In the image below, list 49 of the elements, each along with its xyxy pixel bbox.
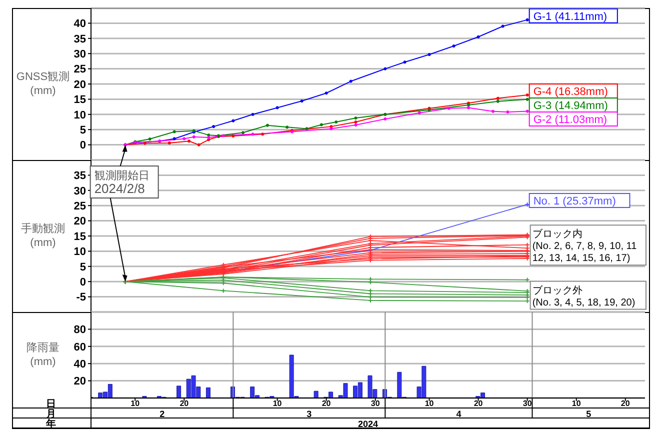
- text: 4: [456, 409, 462, 419]
- text: 5: [586, 409, 592, 419]
- x-tick-label: 10: [572, 399, 582, 408]
- y-tick-label: 30: [74, 185, 86, 198]
- y-tick-label: 30: [74, 48, 86, 61]
- y-tick-label: 35: [74, 33, 86, 46]
- y-tick-label: 20: [74, 376, 86, 388]
- y-axis-title: 降雨量 (mm): [26, 341, 60, 369]
- series-label: No. 1 (25.37mm): [533, 195, 616, 208]
- text: 年: [45, 418, 56, 430]
- series-label: G-2 (11.03mm): [533, 114, 608, 126]
- y-tick-label: 5: [80, 124, 86, 137]
- x-tick-label: 20: [322, 399, 332, 408]
- y-tick-label: 15: [74, 230, 86, 243]
- x-tick-label: 20: [474, 399, 484, 408]
- y-axis-title: GNSS観測 (mm): [15, 70, 71, 98]
- y-tick-label: 10: [74, 246, 86, 258]
- annotation: ブロック内 (No. 2, 6, 7, 8, 9, 10, 11 12, 13, 14, 15, 16, 17): [532, 228, 638, 264]
- y-tick-label: 60: [74, 341, 86, 354]
- y-tick-label: 15: [74, 94, 86, 106]
- x-tick-label: 20: [620, 399, 630, 408]
- series-label: G-4 (16.38mm): [533, 86, 608, 98]
- x-tick-label: 10: [424, 399, 434, 408]
- x-tick-label: 20: [180, 399, 190, 408]
- text: 2: [160, 409, 165, 419]
- y-tick-label: 20: [74, 216, 86, 228]
- series-label: G-1 (41.11mm): [533, 10, 608, 23]
- y-tick-label: -5: [76, 292, 86, 304]
- y-tick-label: 25: [74, 200, 86, 213]
- y-tick-label: 5: [80, 261, 86, 274]
- y-tick-label: 0: [80, 276, 86, 289]
- y-tick-label: 25: [74, 64, 86, 76]
- y-tick-label: 40: [74, 18, 86, 30]
- x-tick-label: 10: [130, 399, 140, 408]
- y-tick-label: 0: [80, 140, 86, 152]
- y-axis-title: 手動観測 (mm): [20, 222, 66, 250]
- x-tick-label: 30: [370, 399, 380, 408]
- series-label: G-3 (14.94mm): [533, 100, 608, 112]
- x-tick-label: 10: [272, 399, 282, 408]
- annotation: 観測開始日 2024/2/8: [94, 170, 150, 196]
- y-tick-label: 35: [74, 170, 86, 182]
- y-tick-label: 10: [74, 109, 86, 122]
- y-tick-label: 80: [74, 324, 86, 336]
- x-tick-label: 30: [522, 399, 532, 408]
- y-tick-label: 20: [74, 78, 86, 91]
- annotation: ブロック外 (No. 3, 4, 5, 18, 19, 20): [532, 284, 636, 308]
- text: 3: [306, 409, 312, 419]
- text: 2024: [358, 419, 378, 429]
- y-tick-label: 40: [74, 358, 86, 371]
